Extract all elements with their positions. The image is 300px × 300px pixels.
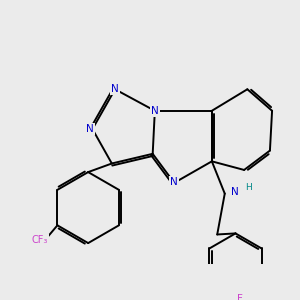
Text: N: N [170,176,178,187]
Text: H: H [245,183,252,192]
Text: N: N [111,84,119,94]
Text: N: N [151,106,159,116]
Text: N: N [86,124,94,134]
Text: N: N [231,187,238,197]
Text: CF₃: CF₃ [32,235,48,245]
Text: F: F [236,294,242,300]
